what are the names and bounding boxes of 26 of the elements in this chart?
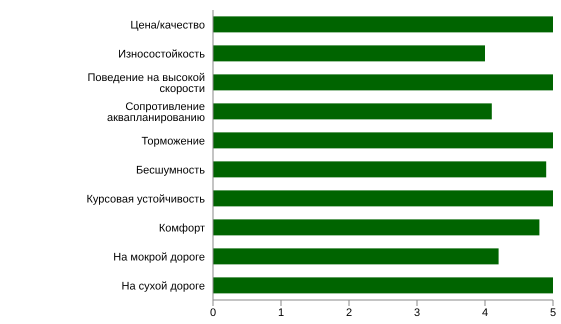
bar — [213, 277, 553, 294]
y-tick-label: Цена/качество — [130, 19, 205, 32]
y-tick-label: Торможение — [142, 135, 205, 148]
y-tick-label: Поведение на высокой скорости — [88, 72, 205, 95]
y-tick-label: Сопротивление аквапланированию — [106, 100, 205, 124]
bar — [213, 161, 546, 178]
x-tick-label: 5 — [550, 306, 556, 319]
x-tick-label: 1 — [278, 306, 284, 319]
bar — [213, 219, 540, 236]
bar — [213, 45, 485, 62]
bar — [213, 248, 499, 264]
x-tick-label: 2 — [346, 306, 352, 319]
y-tick-label: На сухой дороге — [122, 280, 205, 292]
y-tick-label: Износостойкость — [118, 48, 206, 60]
bar — [213, 132, 553, 148]
x-tick-label: 4 — [482, 306, 488, 319]
y-tick-label: Курсовая устойчивость — [86, 193, 206, 206]
bar — [213, 103, 492, 120]
y-tick-label: Комфорт — [158, 222, 205, 234]
y-tick-label: На мокрой дороге — [113, 251, 205, 264]
bar — [213, 74, 553, 90]
x-tick-label: 3 — [414, 306, 420, 319]
x-tick-label: 0 — [210, 306, 216, 319]
bar — [213, 16, 553, 32]
bar — [213, 190, 553, 206]
y-tick-label: Бесшумность — [136, 164, 206, 176]
